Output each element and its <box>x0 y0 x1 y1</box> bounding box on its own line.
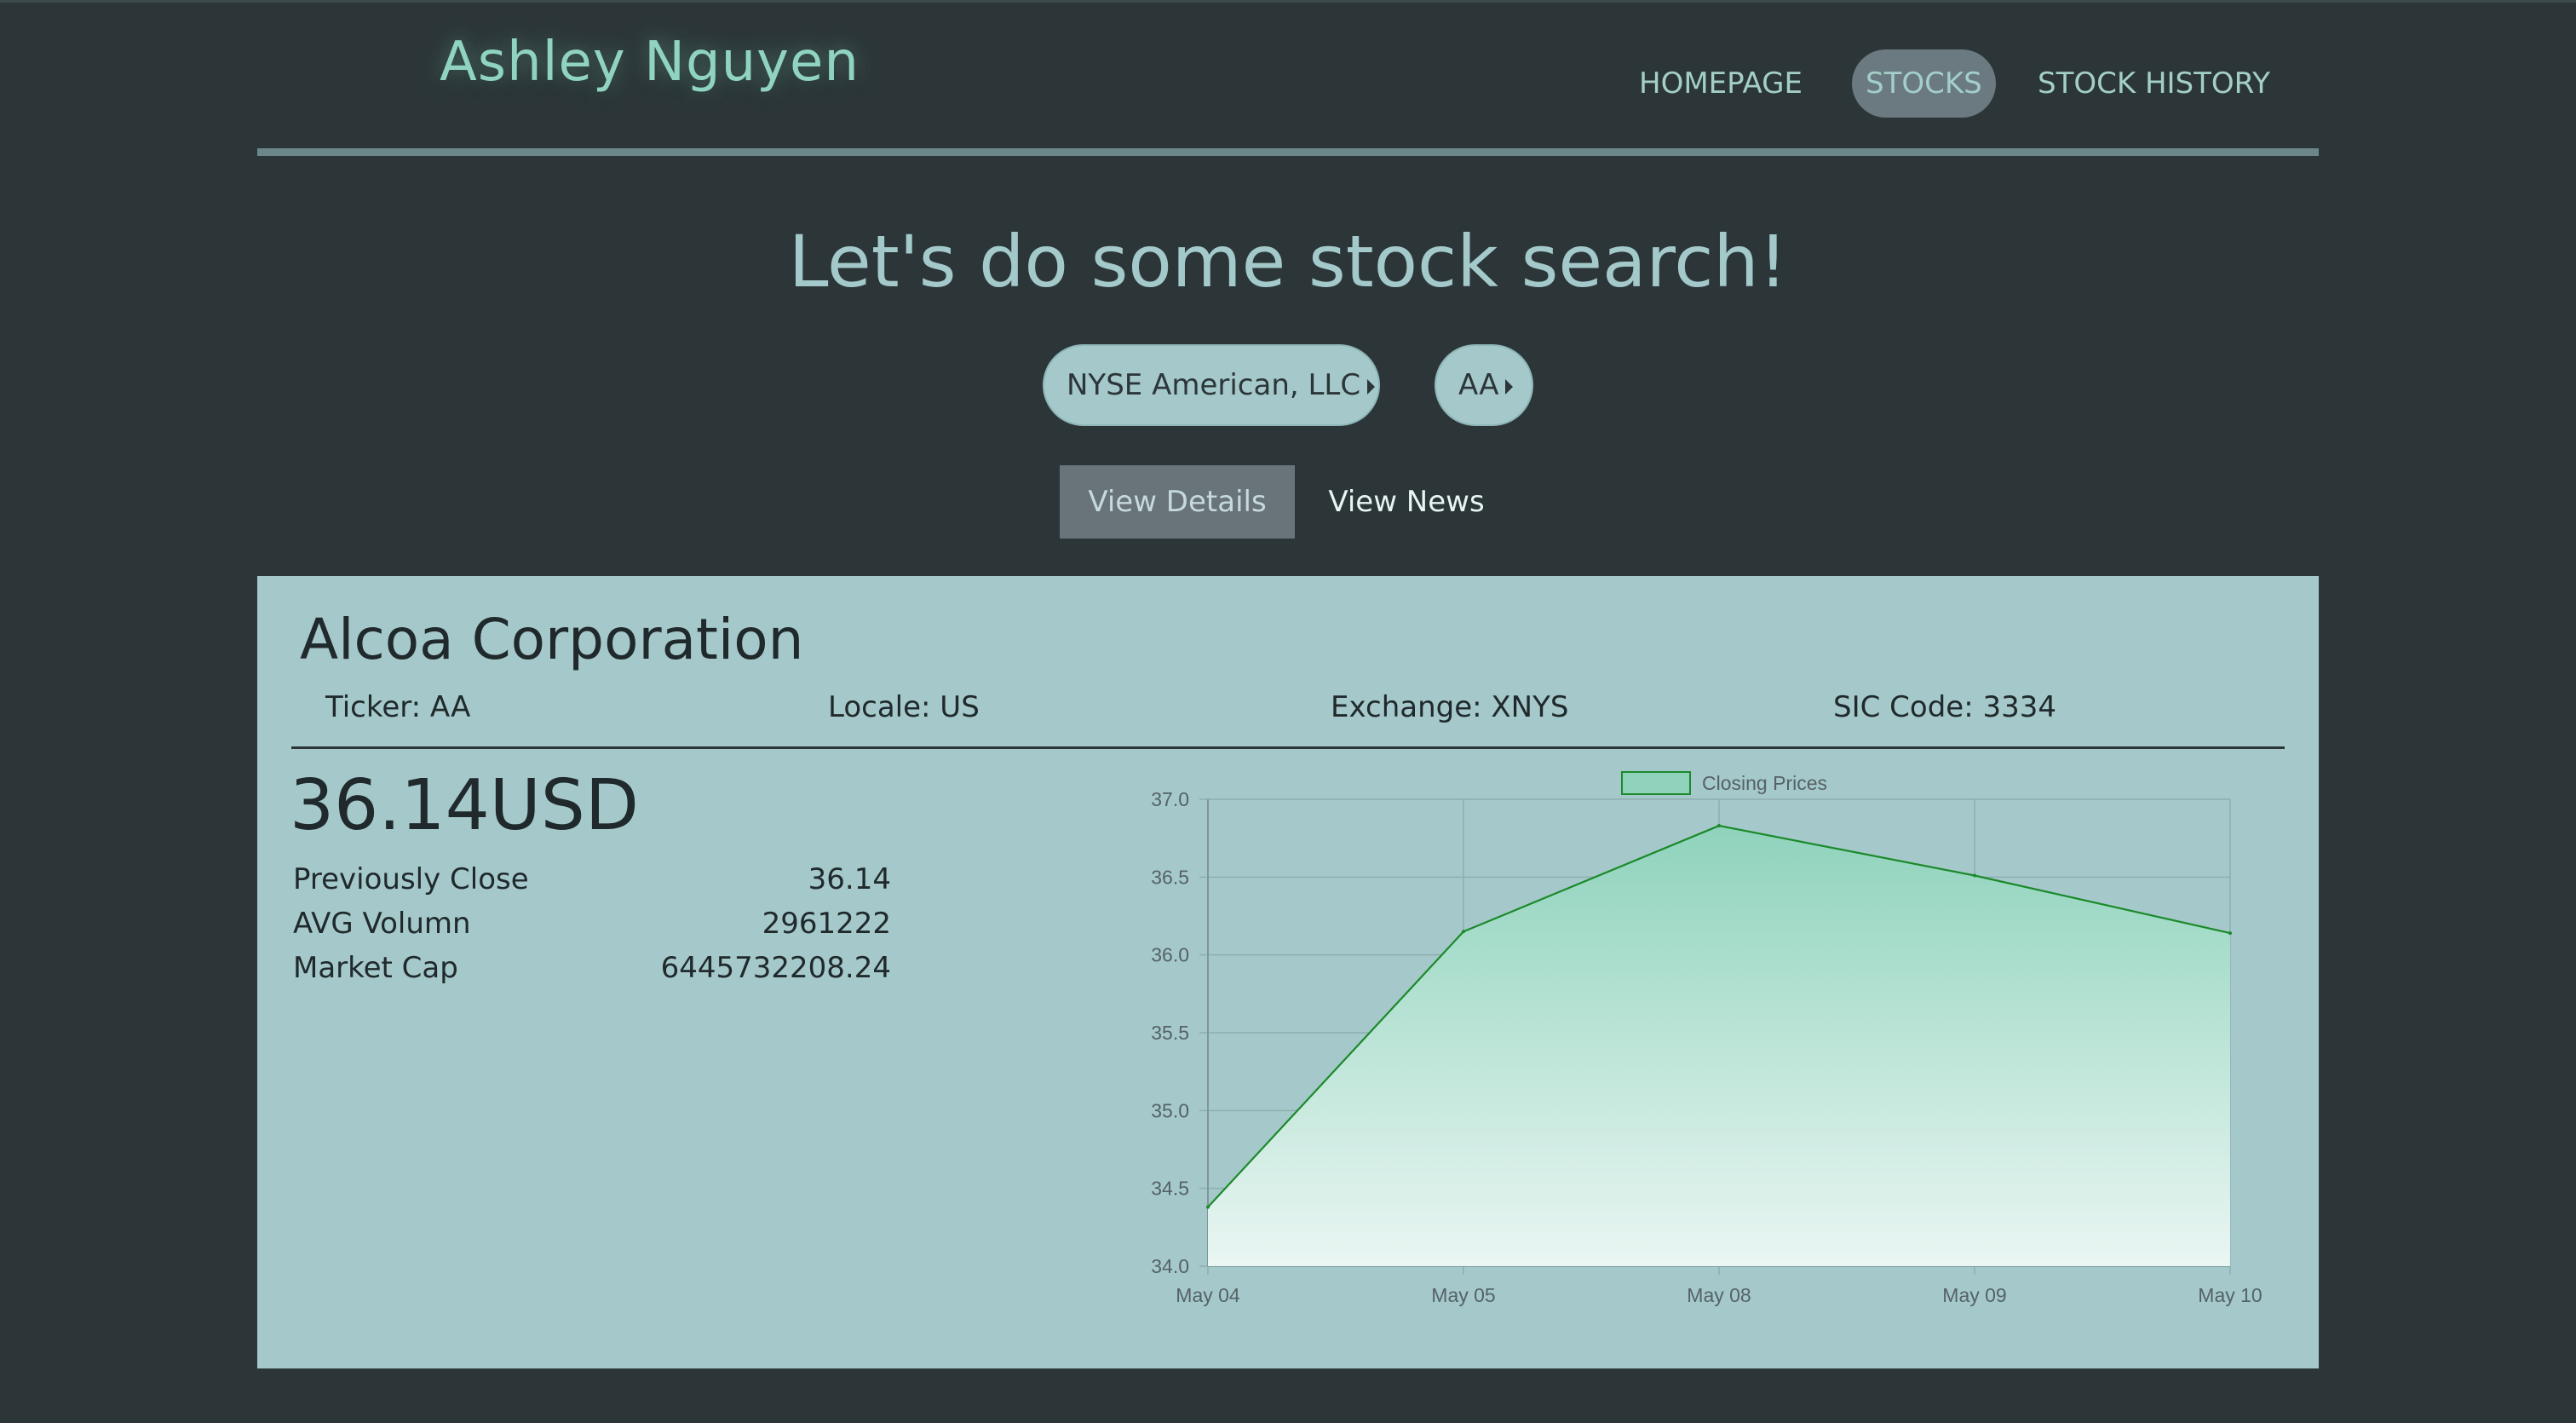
tab-view-details[interactable]: View Details <box>1060 465 1295 539</box>
y-tick-label: 36.5 <box>1151 866 1189 888</box>
exchange-select-label: NYSE American, LLC <box>1067 368 1361 402</box>
data-point <box>1717 824 1721 828</box>
legend-label: Closing Prices <box>1702 772 1827 794</box>
y-tick-label: 36.0 <box>1151 944 1189 966</box>
x-tick-label: May 04 <box>1176 1284 1240 1306</box>
brand-name[interactable]: Ashley Nguyen <box>440 31 860 94</box>
ticker-select-label: AA <box>1458 368 1499 402</box>
top-border <box>0 0 2576 3</box>
data-point <box>1206 1205 1210 1209</box>
sic-code-info: SIC Code: 3334 <box>1833 690 2056 724</box>
details-divider <box>291 746 2285 749</box>
main-nav: HOMEPAGE STOCKS STOCK HISTORY <box>0 49 2576 118</box>
data-point <box>1462 930 1465 934</box>
stat-label: Market Cap <box>293 951 458 985</box>
caret-right-icon <box>1367 378 1376 395</box>
exchange-info: Exchange: XNYS <box>1331 690 1569 724</box>
x-tick-label: May 10 <box>2198 1284 2262 1306</box>
locale-info: Locale: US <box>828 690 980 724</box>
stat-value: 36.14 <box>808 862 891 896</box>
details-panel: Alcoa Corporation Ticker: AA Locale: US … <box>257 576 2319 1368</box>
stat-value: 2961222 <box>762 907 891 941</box>
nav-stocks[interactable]: STOCKS <box>1852 49 1996 118</box>
legend-swatch <box>1621 771 1691 795</box>
y-tick-label: 37.0 <box>1151 788 1189 810</box>
exchange-select[interactable]: NYSE American, LLC <box>1043 344 1380 426</box>
x-tick-label: May 05 <box>1431 1284 1495 1306</box>
data-point <box>1973 873 1976 878</box>
header-divider <box>257 148 2319 156</box>
stat-label: AVG Volumn <box>293 907 471 941</box>
caret-right-icon <box>1505 378 1514 395</box>
stat-value: 6445732208.24 <box>660 951 891 985</box>
company-name: Alcoa Corporation <box>300 607 804 672</box>
y-tick-label: 34.0 <box>1151 1255 1189 1277</box>
page-title: Let's do some stock search! <box>788 220 1788 303</box>
x-tick-label: May 08 <box>1687 1284 1751 1306</box>
nav-homepage[interactable]: HOMEPAGE <box>1639 66 1803 101</box>
data-point <box>2228 931 2232 936</box>
y-tick-label: 34.5 <box>1151 1178 1189 1200</box>
stat-label: Previously Close <box>293 862 529 896</box>
y-tick-label: 35.0 <box>1151 1099 1189 1121</box>
x-tick-label: May 09 <box>1942 1284 2006 1306</box>
stat-previous-close: Previously Close 36.14 <box>293 862 891 907</box>
closing-prices-chart: 37.0 36.5 36.0 35.5 35.0 34.5 34.0 May 04 May 05… <box>1126 763 2310 1360</box>
ticker-info: Ticker: AA <box>325 690 471 724</box>
tab-view-news[interactable]: View News <box>1328 485 1485 519</box>
current-price: 36.14USD <box>290 765 639 846</box>
y-tick-label: 35.5 <box>1151 1022 1189 1044</box>
ticker-select[interactable]: AA <box>1435 344 1533 426</box>
chart-svg: 37.0 36.5 36.0 35.5 35.0 34.5 34.0 May 04 May 05… <box>1151 771 2263 1306</box>
nav-stock-history[interactable]: STOCK HISTORY <box>2038 66 2270 101</box>
stat-avg-volume: AVG Volumn 2961222 <box>293 907 891 951</box>
stat-market-cap: Market Cap 6445732208.24 <box>293 951 891 995</box>
series-area-closing-prices <box>1208 826 2230 1266</box>
